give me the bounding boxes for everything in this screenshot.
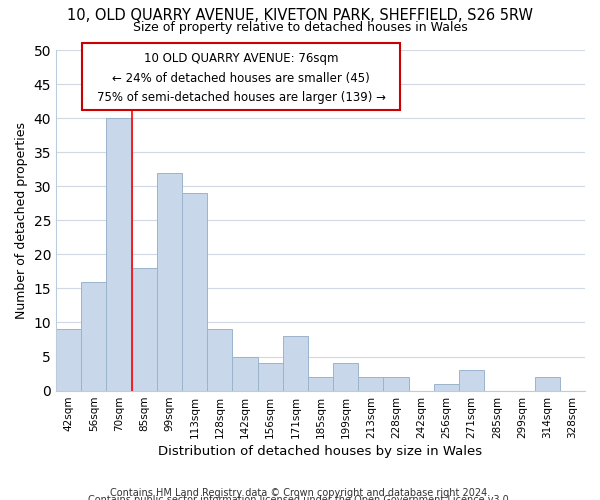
Text: Contains HM Land Registry data © Crown copyright and database right 2024.: Contains HM Land Registry data © Crown c… [110,488,490,498]
Bar [358,377,383,390]
Bar [182,193,207,390]
Bar [106,118,131,390]
Text: Contains public sector information licensed under the Open Government Licence v3: Contains public sector information licen… [88,495,512,500]
Bar [157,172,182,390]
Bar [81,282,106,391]
Bar [232,356,257,390]
Bar [459,370,484,390]
FancyBboxPatch shape [82,44,400,110]
Bar [308,377,333,390]
Bar [207,330,232,390]
Text: 10, OLD QUARRY AVENUE, KIVETON PARK, SHEFFIELD, S26 5RW: 10, OLD QUARRY AVENUE, KIVETON PARK, SHE… [67,8,533,22]
Bar [383,377,409,390]
Bar [131,268,157,390]
Y-axis label: Number of detached properties: Number of detached properties [15,122,28,319]
X-axis label: Distribution of detached houses by size in Wales: Distribution of detached houses by size … [158,444,482,458]
Bar [257,364,283,390]
Bar [56,330,81,390]
Text: ← 24% of detached houses are smaller (45): ← 24% of detached houses are smaller (45… [112,72,370,85]
Text: 10 OLD QUARRY AVENUE: 76sqm: 10 OLD QUARRY AVENUE: 76sqm [144,52,338,65]
Bar [535,377,560,390]
Bar [333,364,358,390]
Bar [283,336,308,390]
Text: 75% of semi-detached houses are larger (139) →: 75% of semi-detached houses are larger (… [97,91,386,104]
Bar [434,384,459,390]
Text: Size of property relative to detached houses in Wales: Size of property relative to detached ho… [133,21,467,34]
